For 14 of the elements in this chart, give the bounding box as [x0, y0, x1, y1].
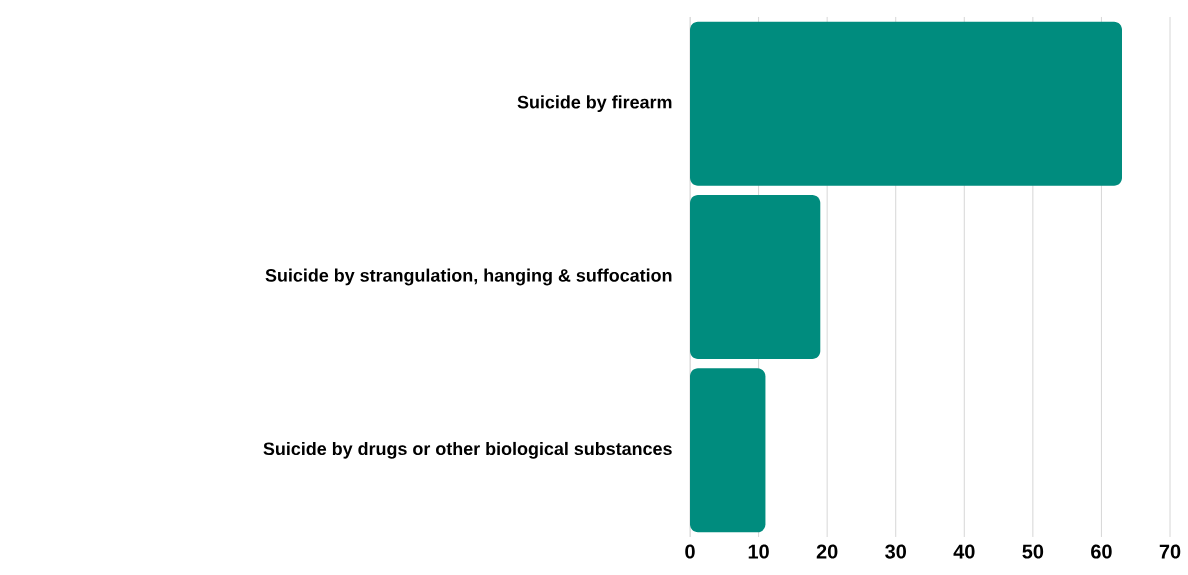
x-tick-label: 30	[885, 544, 906, 559]
x-tick-label: 10	[748, 544, 769, 559]
x-tick-label: 40	[953, 544, 975, 559]
x-tick-label: 60	[1091, 544, 1112, 559]
x-tick-label: 0	[685, 544, 695, 559]
x-tick-label: 70	[1159, 544, 1181, 559]
x-tick-label: 50	[1022, 544, 1044, 559]
y-tick-label: Suicide by drugs or other biological substances	[263, 441, 672, 459]
bar	[690, 194, 821, 359]
y-tick-label: Suicide by strangulation, hanging & suffocation	[265, 268, 672, 286]
bar	[690, 368, 766, 533]
bar	[690, 21, 1122, 186]
y-tick-label: Suicide by firearm	[517, 95, 672, 113]
x-tick-label: 20	[816, 544, 838, 559]
